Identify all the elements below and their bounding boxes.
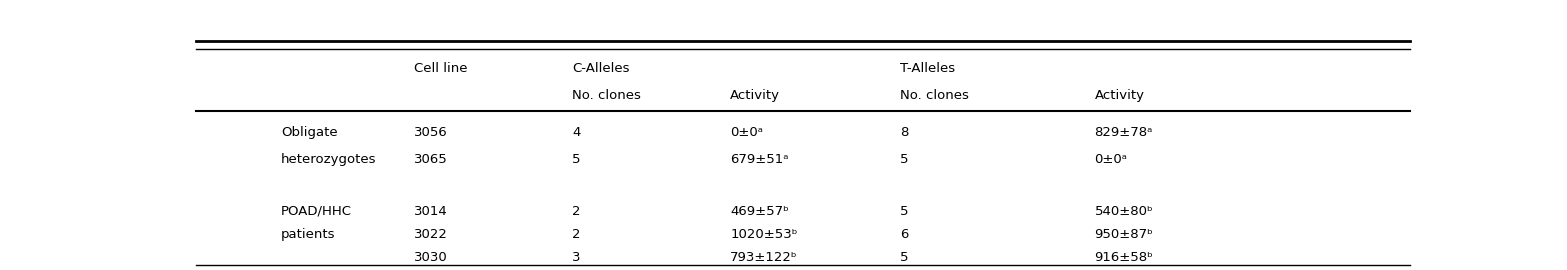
Text: 2: 2 (572, 205, 581, 218)
Text: 916±58ᵇ: 916±58ᵇ (1095, 251, 1153, 264)
Text: No. clones: No. clones (572, 89, 641, 102)
Text: patients: patients (280, 228, 335, 241)
Text: heterozygotes: heterozygotes (280, 153, 376, 166)
Text: 0±0ᵃ: 0±0ᵃ (1095, 153, 1128, 166)
Text: 950±87ᵇ: 950±87ᵇ (1095, 228, 1153, 241)
Text: Activity: Activity (730, 89, 780, 102)
Text: Obligate: Obligate (280, 126, 337, 139)
Text: 540±80ᵇ: 540±80ᵇ (1095, 205, 1153, 218)
Text: 3014: 3014 (414, 205, 448, 218)
Text: T-Alleles: T-Alleles (899, 62, 956, 75)
Text: 469±57ᵇ: 469±57ᵇ (730, 205, 790, 218)
Text: 1020±53ᵇ: 1020±53ᵇ (730, 228, 798, 241)
Text: 8: 8 (899, 126, 909, 139)
Text: 829±78ᵃ: 829±78ᵃ (1095, 126, 1153, 139)
Text: 3056: 3056 (414, 126, 448, 139)
Text: C-Alleles: C-Alleles (572, 62, 630, 75)
Text: Activity: Activity (1095, 89, 1144, 102)
Text: 3022: 3022 (414, 228, 448, 241)
Text: POAD/HHC: POAD/HHC (280, 205, 353, 218)
Text: Cell line: Cell line (414, 62, 469, 75)
Text: 5: 5 (899, 205, 909, 218)
Text: 5: 5 (572, 153, 581, 166)
Text: 3065: 3065 (414, 153, 448, 166)
Text: 0±0ᵃ: 0±0ᵃ (730, 126, 763, 139)
Text: 5: 5 (899, 251, 909, 264)
Text: 6: 6 (899, 228, 909, 241)
Text: 4: 4 (572, 126, 581, 139)
Text: 793±122ᵇ: 793±122ᵇ (730, 251, 798, 264)
Text: 2: 2 (572, 228, 581, 241)
Text: No. clones: No. clones (899, 89, 968, 102)
Text: 3030: 3030 (414, 251, 448, 264)
Text: 3: 3 (572, 251, 581, 264)
Text: 5: 5 (899, 153, 909, 166)
Text: 679±51ᵃ: 679±51ᵃ (730, 153, 788, 166)
